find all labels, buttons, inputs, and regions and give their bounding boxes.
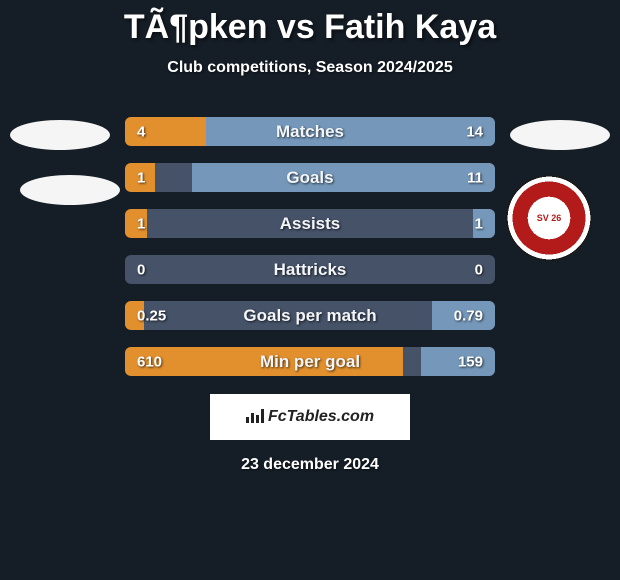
bar-row-matches: 4 Matches 14 [125, 117, 495, 146]
bar-value-left: 610 [137, 353, 162, 370]
club-badge-right-2: SV 26 [506, 175, 592, 261]
bar-value-left: 0 [137, 261, 145, 278]
bar-row-goals-per-match: 0.25 Goals per match 0.79 [125, 301, 495, 330]
bar-value-right: 11 [467, 169, 483, 186]
page-title: TÃ¶pken vs Fatih Kaya [0, 0, 620, 47]
bar-value-right: 0.79 [454, 307, 483, 324]
bar-row-assists: 1 Assists 1 [125, 209, 495, 238]
bar-label: Goals per match [243, 306, 376, 326]
bar-value-left: 0.25 [137, 307, 166, 324]
chart-icon [246, 409, 264, 426]
bar-value-left: 1 [137, 169, 145, 186]
subtitle: Club competitions, Season 2024/2025 [0, 59, 620, 77]
bar-label: Hattricks [274, 260, 347, 280]
club-badge-right-2-text: SV 26 [537, 214, 562, 223]
bar-right [192, 163, 495, 192]
bar-value-left: 4 [137, 123, 145, 140]
bar-row-min-per-goal: 610 Min per goal 159 [125, 347, 495, 376]
club-badge-left-1 [10, 120, 110, 150]
bar-label: Goals [286, 168, 333, 188]
club-badge-right-1 [510, 120, 610, 150]
footer-logo: FcTables.com [210, 394, 410, 440]
bar-row-hattricks: 0 Hattricks 0 [125, 255, 495, 284]
bar-value-right: 0 [475, 261, 483, 278]
bar-value-left: 1 [137, 215, 145, 232]
bar-value-right: 159 [458, 353, 483, 370]
footer-logo-text: FcTables.com [268, 408, 374, 426]
bar-value-right: 14 [466, 123, 483, 140]
bar-label: Matches [276, 122, 344, 142]
footer-date: 23 december 2024 [0, 456, 620, 474]
bar-right [206, 117, 495, 146]
club-badge-left-2 [20, 175, 120, 205]
bar-label: Min per goal [260, 352, 360, 372]
bar-value-right: 1 [475, 215, 483, 232]
bar-label: Assists [280, 214, 340, 234]
bar-row-goals: 1 Goals 11 [125, 163, 495, 192]
